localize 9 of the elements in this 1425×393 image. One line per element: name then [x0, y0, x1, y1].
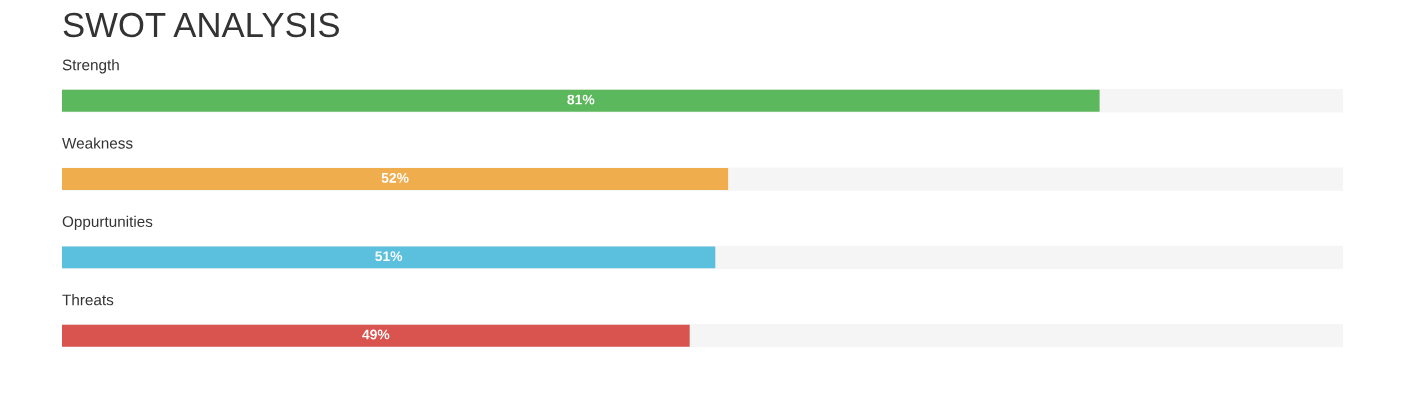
y-tick-label: Threats	[62, 294, 114, 306]
data-label: 52%	[381, 172, 409, 183]
data-label: 81%	[567, 94, 595, 105]
chart-title: SWOT ANALYSIS	[63, 12, 339, 38]
data-label: 51%	[375, 251, 403, 262]
y-tick-label: Weakness	[62, 137, 133, 149]
data-label: 49%	[362, 329, 390, 340]
y-tick-label: Oppurtunities	[62, 215, 153, 231]
y-tick-label: Strength	[62, 59, 119, 74]
